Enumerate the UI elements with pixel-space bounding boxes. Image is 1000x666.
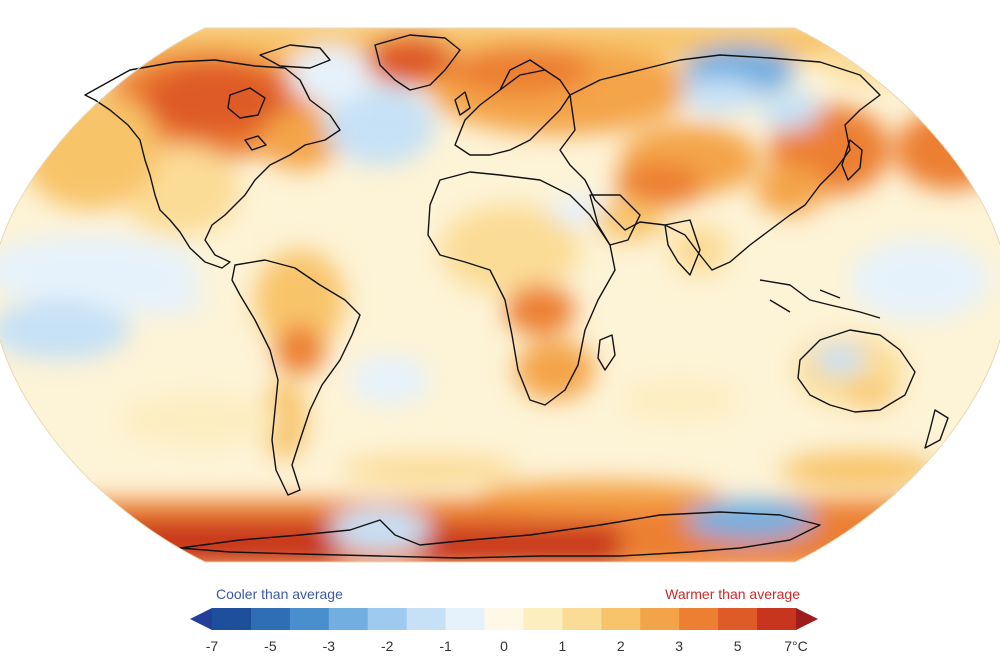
coast-scandinavia bbox=[499, 59, 546, 91]
colorbar-tick-label: -7 bbox=[205, 638, 219, 654]
coast-arabia bbox=[589, 194, 641, 246]
colorbar-step bbox=[212, 608, 252, 630]
colorbar-step bbox=[328, 608, 369, 630]
colorbar-tick-label: 2 bbox=[616, 638, 625, 654]
colorbar-step bbox=[289, 608, 330, 630]
coast-southeast-asia-islands bbox=[759, 279, 881, 319]
color-legend: Cooler than average Warmer than average … bbox=[0, 580, 1000, 666]
colorbar-step bbox=[484, 608, 524, 630]
coast-british-isles bbox=[454, 91, 471, 116]
world-map bbox=[0, 27, 1000, 563]
colorbar-tick-label: 7°C bbox=[784, 638, 808, 654]
coast-africa bbox=[427, 171, 616, 406]
coast-new-zealand bbox=[924, 409, 949, 449]
coast-india bbox=[664, 219, 701, 276]
coast-arctic-islands bbox=[259, 44, 331, 69]
coast-asia bbox=[559, 54, 881, 271]
colorbar-step bbox=[757, 608, 797, 630]
coast-great-lakes bbox=[244, 135, 267, 151]
colorbar-step bbox=[406, 608, 447, 630]
colorbar-step bbox=[445, 608, 486, 630]
cooler-than-average-label: Cooler than average bbox=[216, 586, 343, 602]
colorbar-tick-label: -2 bbox=[380, 638, 394, 654]
coast-madagascar bbox=[597, 334, 616, 371]
colorbar-tick-label: 0 bbox=[500, 638, 508, 654]
coast-greenland bbox=[374, 34, 461, 91]
coast-antarctica bbox=[179, 511, 821, 559]
coast-north-america bbox=[84, 59, 341, 269]
colorbar-step bbox=[718, 608, 758, 630]
coastlines bbox=[84, 34, 949, 559]
colorbar bbox=[190, 608, 818, 630]
coast-hudson-bay bbox=[227, 87, 266, 119]
colorbar-tick-label: 1 bbox=[558, 638, 567, 654]
colorbar-tick-label: -3 bbox=[322, 638, 336, 654]
colorbar-tick-label: 5 bbox=[733, 638, 742, 654]
colorbar-tick-label: -5 bbox=[264, 638, 277, 654]
coast-south-america bbox=[231, 259, 361, 496]
colorbar-tick-label: 3 bbox=[675, 638, 684, 654]
colorbar-step bbox=[250, 608, 291, 630]
colorbar-step bbox=[679, 608, 719, 630]
colorbar-cool-arrow bbox=[190, 608, 212, 630]
globe-outline bbox=[0, 27, 1000, 563]
colorbar-step bbox=[601, 608, 641, 630]
colorbar-tick-label: -1 bbox=[439, 638, 452, 654]
temperature-anomaly-map bbox=[0, 27, 1000, 563]
colorbar-step bbox=[562, 608, 602, 630]
warmer-than-average-label: Warmer than average bbox=[665, 586, 800, 602]
coast-japan bbox=[841, 139, 863, 181]
colorbar-warm-arrow bbox=[796, 608, 818, 630]
colorbar-step bbox=[367, 608, 408, 630]
colorbar-step bbox=[523, 608, 563, 630]
coast-australia bbox=[797, 329, 916, 413]
colorbar-step bbox=[640, 608, 680, 630]
